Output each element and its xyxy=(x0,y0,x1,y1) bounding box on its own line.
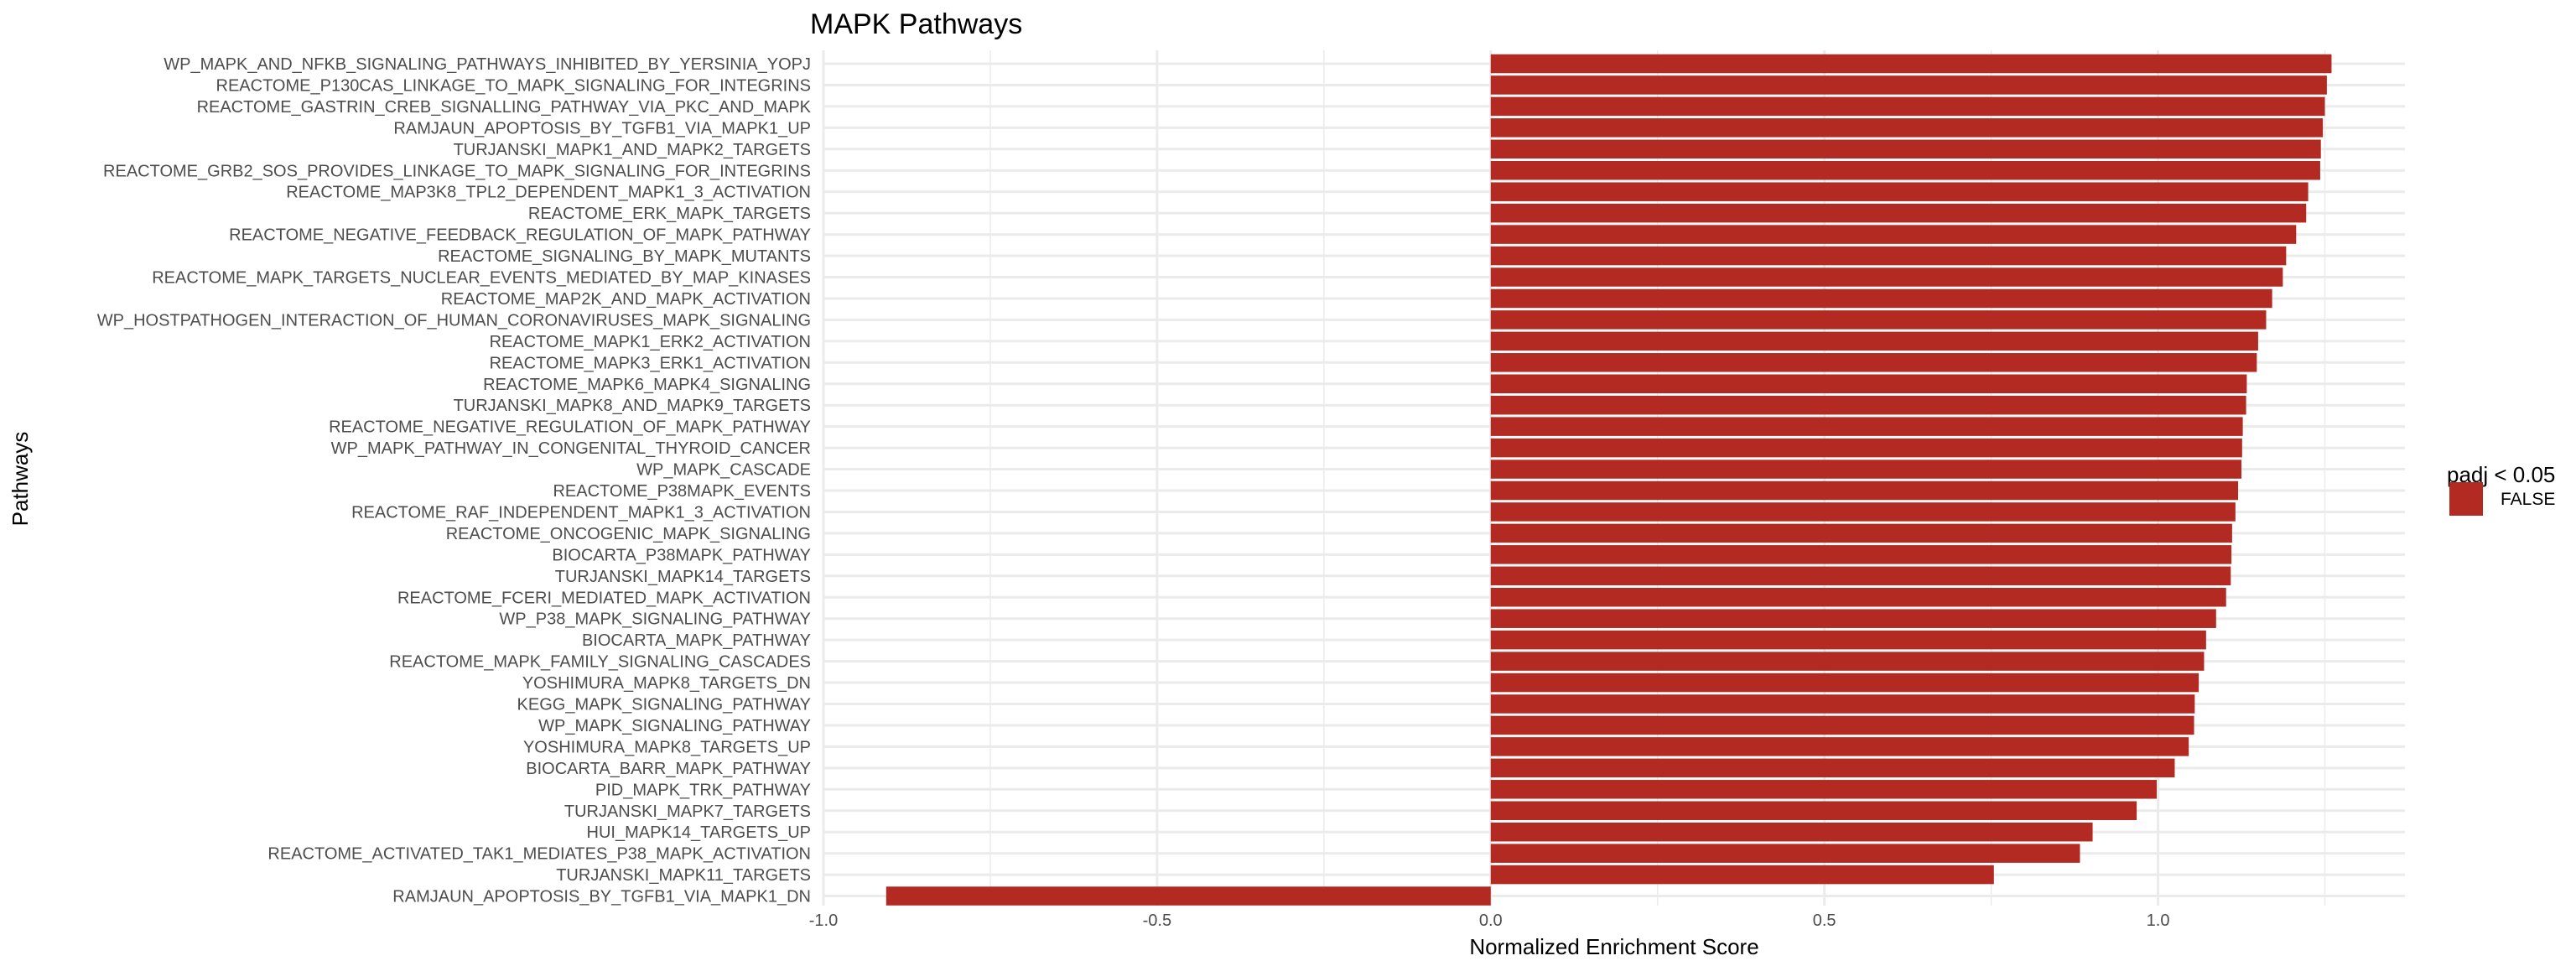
y-tick-label: REACTOME_GRB2_SOS_PROVIDES_LINKAGE_TO_MA… xyxy=(103,162,811,180)
bar xyxy=(1490,780,2157,799)
bar xyxy=(1490,161,2320,180)
x-tick-label: -1.0 xyxy=(809,911,838,930)
bar xyxy=(1490,438,2242,458)
y-tick-label: YOSHIMURA_MAPK8_TARGETS_UP xyxy=(523,738,811,756)
bar xyxy=(1490,523,2232,543)
bar xyxy=(1490,75,2327,95)
y-tick-label: REACTOME_NEGATIVE_FEEDBACK_REGULATION_OF… xyxy=(229,226,811,245)
y-tick-label: RAMJAUN_APOPTOSIS_BY_TGFB1_VIA_MAPK1_UP xyxy=(393,119,811,138)
y-tick-label: REACTOME_MAP2K_AND_MAPK_ACTIVATION xyxy=(441,290,811,309)
bar xyxy=(1490,331,2258,351)
y-tick-label: REACTOME_P130CAS_LINKAGE_TO_MAPK_SIGNALI… xyxy=(216,76,812,95)
x-tick-label: -0.5 xyxy=(1143,911,1171,930)
y-tick-label: KEGG_MAPK_SIGNALING_PATHWAY xyxy=(517,696,811,714)
bar xyxy=(1490,182,2309,201)
y-tick-label: PID_MAPK_TRK_PATHWAY xyxy=(595,781,811,799)
y-tick-label: WP_HOSTPATHOGEN_INTERACTION_OF_HUMAN_COR… xyxy=(97,311,811,330)
y-tick-label: RAMJAUN_APOPTOSIS_BY_TGFB1_VIA_MAPK1_DN xyxy=(392,888,811,906)
y-tick-label: TURJANSKI_MAPK1_AND_MAPK2_TARGETS xyxy=(454,141,811,159)
bar xyxy=(1490,139,2321,159)
y-tick-label: HUI_MAPK14_TARGETS_UP xyxy=(587,823,812,842)
y-tick-label: BIOCARTA_MAPK_PATHWAY xyxy=(582,631,811,650)
bar xyxy=(1490,225,2297,244)
bar xyxy=(1490,502,2236,522)
y-tick-label: REACTOME_P38MAPK_EVENTS xyxy=(553,482,811,501)
y-tick-label: BIOCARTA_P38MAPK_PATHWAY xyxy=(552,546,811,564)
bar xyxy=(1490,758,2175,778)
bar xyxy=(1490,288,2272,309)
y-tick-label: REACTOME_GASTRIN_CREB_SIGNALLING_PATHWAY… xyxy=(197,98,812,117)
bar xyxy=(1490,652,2205,671)
bar xyxy=(1490,694,2195,714)
bar xyxy=(1490,310,2267,330)
x-tick-label: 0.5 xyxy=(1813,911,1836,930)
bar xyxy=(1490,822,2093,842)
y-tick-label: REACTOME_NEGATIVE_REGULATION_OF_MAPK_PAT… xyxy=(329,418,811,437)
legend: padj < 0.05 FALSE xyxy=(2447,462,2555,516)
y-tick-label: REACTOME_SIGNALING_BY_MAPK_MUTANTS xyxy=(438,247,811,266)
y-tick-label: YOSHIMURA_MAPK8_TARGETS_DN xyxy=(522,674,811,693)
bar xyxy=(1490,737,2189,756)
x-tick-label: 1.0 xyxy=(2147,911,2170,930)
y-axis-title: Pathways xyxy=(8,432,33,527)
bar xyxy=(886,886,1491,906)
bar xyxy=(1490,588,2226,607)
bar xyxy=(1490,865,1994,885)
y-tick-label: REACTOME_MAPK6_MAPK4_SIGNALING xyxy=(483,376,811,394)
x-axis-title: Normalized Enrichment Score xyxy=(1469,934,1758,959)
bar xyxy=(1490,480,2239,501)
bars xyxy=(886,54,2332,906)
y-tick-label: WP_MAPK_PATHWAY_IN_CONGENITAL_THYROID_CA… xyxy=(331,439,811,458)
bar xyxy=(1490,96,2325,117)
bar xyxy=(1490,395,2246,415)
bar xyxy=(1490,353,2257,372)
y-tick-label: REACTOME_MAPK1_ERK2_ACTIVATION xyxy=(490,333,811,351)
y-tick-label: TURJANSKI_MAPK14_TARGETS xyxy=(555,568,811,586)
bar xyxy=(1490,673,2199,693)
bar xyxy=(1490,566,2231,586)
bar xyxy=(1490,844,2080,863)
y-tick-label: REACTOME_MAPK3_ERK1_ACTIVATION xyxy=(490,354,811,372)
bar xyxy=(1490,374,2247,393)
y-tick-label: REACTOME_ERK_MAPK_TARGETS xyxy=(528,205,811,223)
y-tick-label: BIOCARTA_BARR_MAPK_PATHWAY xyxy=(526,760,811,778)
bar xyxy=(1490,118,2324,138)
legend-swatch xyxy=(2449,482,2483,516)
y-tick-label: REACTOME_RAF_INDEPENDENT_MAPK1_3_ACTIVAT… xyxy=(351,503,811,522)
y-tick-label: REACTOME_FCERI_MEDIATED_MAPK_ACTIVATION xyxy=(397,589,811,607)
bar xyxy=(1490,267,2283,287)
bar xyxy=(1490,630,2206,650)
bar xyxy=(1490,801,2137,820)
bar xyxy=(1490,246,2287,266)
bar xyxy=(1490,417,2243,436)
bar xyxy=(1490,54,2332,74)
bar xyxy=(1490,460,2242,479)
y-tick-label: REACTOME_MAPK_FAMILY_SIGNALING_CASCADES xyxy=(389,653,811,672)
bar xyxy=(1490,609,2216,628)
y-tick-label: TURJANSKI_MAPK11_TARGETS xyxy=(556,866,811,885)
x-tick-label: 0.0 xyxy=(1479,911,1503,930)
y-tick-label: WP_P38_MAPK_SIGNALING_PATHWAY xyxy=(499,610,811,629)
y-tick-label: WP_MAPK_AND_NFKB_SIGNALING_PATHWAYS_INHI… xyxy=(164,55,811,74)
y-tick-label: REACTOME_ACTIVATED_TAK1_MEDIATES_P38_MAP… xyxy=(267,845,811,864)
bar xyxy=(1490,545,2232,564)
y-tick-label: TURJANSKI_MAPK8_AND_MAPK9_TARGETS xyxy=(454,397,811,415)
y-tick-label: TURJANSKI_MAPK7_TARGETS xyxy=(564,802,811,821)
chart-title: MAPK Pathways xyxy=(810,8,1022,40)
y-tick-label: REACTOME_MAPK_TARGETS_NUCLEAR_EVENTS_MED… xyxy=(152,269,811,288)
y-tick-label: WP_MAPK_SIGNALING_PATHWAY xyxy=(538,717,811,735)
x-tick-labels: -1.0 -0.5 0.0 0.5 1.0 xyxy=(809,911,2170,930)
bar xyxy=(1490,203,2307,223)
y-tick-label: REACTOME_ONCOGENIC_MAPK_SIGNALING xyxy=(446,525,811,543)
y-tick-labels: WP_MAPK_AND_NFKB_SIGNALING_PATHWAYS_INHI… xyxy=(97,55,812,906)
y-tick-label: REACTOME_MAP3K8_TPL2_DEPENDENT_MAPK1_3_A… xyxy=(286,184,811,202)
y-tick-label: WP_MAPK_CASCADE xyxy=(636,461,811,480)
legend-label: FALSE xyxy=(2501,490,2555,509)
bar xyxy=(1490,715,2194,735)
